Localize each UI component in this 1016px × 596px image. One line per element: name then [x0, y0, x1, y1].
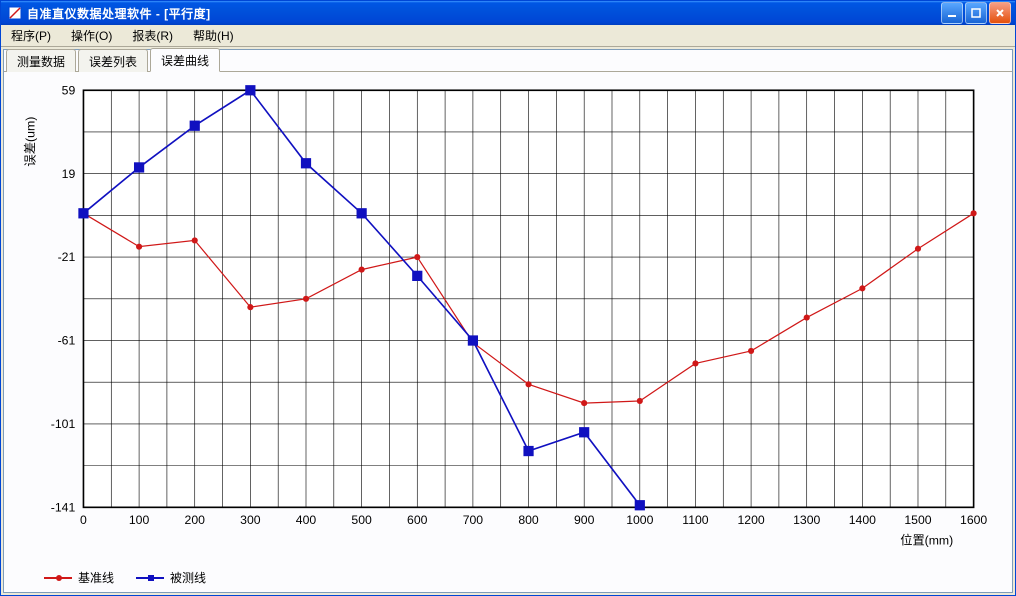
svg-text:1600: 1600 — [960, 513, 987, 527]
app-window: 自准直仪数据处理软件 - [平行度] 程序(P) 操作(O) 报表(R) 帮助(… — [0, 0, 1016, 596]
svg-text:-101: -101 — [51, 417, 76, 431]
legend-item-baseline: 基准线 — [44, 569, 114, 586]
chart-area: 0 100 200 300 400 500 600 700 800 900 1000 1100 1200… — [4, 72, 1012, 569]
legend-swatch-baseline — [44, 577, 72, 579]
tab-strip: 测量数据 误差列表 误差曲线 — [4, 50, 1012, 72]
menu-operate[interactable]: 操作(O) — [67, 25, 116, 46]
maximize-button[interactable] — [965, 2, 987, 24]
titlebar[interactable]: 自准直仪数据处理软件 - [平行度] — [1, 1, 1015, 25]
menubar: 程序(P) 操作(O) 报表(R) 帮助(H) — [1, 25, 1015, 47]
menu-program[interactable]: 程序(P) — [7, 25, 55, 46]
svg-text:误差(um): 误差(um) — [23, 117, 37, 167]
svg-text:500: 500 — [351, 513, 372, 527]
svg-text:900: 900 — [574, 513, 595, 527]
tab-error-list[interactable]: 误差列表 — [78, 49, 148, 72]
svg-text:1500: 1500 — [904, 513, 931, 527]
svg-text:-61: -61 — [58, 334, 76, 348]
app-icon — [7, 5, 23, 21]
client-area: 测量数据 误差列表 误差曲线 0 100 200 300 400 500 600 700 800… — [3, 49, 1013, 593]
svg-text:800: 800 — [518, 513, 539, 527]
svg-text:-21: -21 — [58, 250, 76, 264]
svg-text:1000: 1000 — [626, 513, 653, 527]
tab-error-curve[interactable]: 误差曲线 — [150, 48, 220, 72]
legend-label-measured: 被测线 — [170, 569, 206, 586]
legend-swatch-measured — [136, 577, 164, 579]
svg-text:1200: 1200 — [737, 513, 764, 527]
svg-text:19: 19 — [62, 167, 76, 181]
svg-text:300: 300 — [240, 513, 261, 527]
svg-text:200: 200 — [185, 513, 206, 527]
menu-help[interactable]: 帮助(H) — [189, 25, 238, 46]
svg-text:1400: 1400 — [849, 513, 876, 527]
legend: 基准线 被测线 — [4, 569, 1012, 592]
svg-text:位置(mm): 位置(mm) — [900, 533, 953, 548]
svg-text:600: 600 — [407, 513, 428, 527]
menu-report[interactable]: 报表(R) — [128, 25, 177, 46]
svg-text:1100: 1100 — [682, 513, 708, 527]
legend-label-baseline: 基准线 — [78, 569, 114, 586]
close-button[interactable] — [989, 2, 1011, 24]
svg-text:700: 700 — [463, 513, 484, 527]
window-title: 自准直仪数据处理软件 - [平行度] — [27, 5, 941, 22]
svg-text:59: 59 — [62, 84, 76, 98]
svg-text:400: 400 — [296, 513, 317, 527]
svg-text:-141: -141 — [51, 501, 76, 515]
error-curve-chart: 0 100 200 300 400 500 600 700 800 900 1000 1100 1200… — [12, 80, 992, 561]
window-controls — [941, 2, 1011, 24]
svg-text:100: 100 — [129, 513, 150, 527]
svg-text:0: 0 — [80, 513, 87, 527]
legend-item-measured: 被测线 — [136, 569, 206, 586]
tab-measure-data[interactable]: 测量数据 — [6, 49, 76, 72]
minimize-button[interactable] — [941, 2, 963, 24]
svg-text:1300: 1300 — [793, 513, 820, 527]
